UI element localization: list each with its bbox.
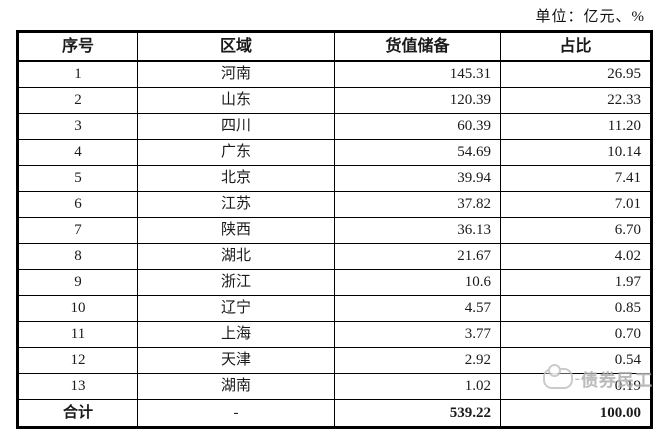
cell-value: 1.02 <box>334 373 501 400</box>
cell-value: 145.31 <box>334 60 501 88</box>
cell-share: 0.54 <box>500 347 652 374</box>
cell-region: 北京 <box>137 165 335 192</box>
cell-region: 湖北 <box>137 243 335 270</box>
cell-share: 1.97 <box>500 269 652 296</box>
cell-no: 2 <box>17 87 138 114</box>
cell-value: 36.13 <box>334 217 501 244</box>
cell-no: 6 <box>17 191 138 218</box>
cell-region: 广东 <box>137 139 335 166</box>
cell-region: 河南 <box>137 60 335 88</box>
cell-value: 120.39 <box>334 87 501 114</box>
table-row: 7 陕西 36.13 6.70 <box>17 217 652 244</box>
cell-no: 4 <box>17 139 138 166</box>
total-label-cell: 合计 <box>17 399 138 428</box>
cell-share: 0.70 <box>500 321 652 348</box>
cell-no: 9 <box>17 269 138 296</box>
cell-share: 7.01 <box>500 191 652 218</box>
cell-region: 四川 <box>137 113 335 140</box>
cell-no: 7 <box>17 217 138 244</box>
table-row: 8 湖北 21.67 4.02 <box>17 243 652 270</box>
table-row: 9 浙江 10.6 1.97 <box>17 269 652 296</box>
cell-no: 11 <box>17 321 138 348</box>
header-no: 序号 <box>17 31 138 62</box>
cell-share: 6.70 <box>500 217 652 244</box>
total-region-cell: - <box>137 399 335 428</box>
total-share-cell: 100.00 <box>500 399 652 428</box>
cell-region: 上海 <box>137 321 335 348</box>
cell-share: 7.41 <box>500 165 652 192</box>
cell-no: 1 <box>17 60 138 88</box>
cell-value: 3.77 <box>334 321 501 348</box>
header-region: 区域 <box>137 31 335 62</box>
cell-share: 0.85 <box>500 295 652 322</box>
cell-share: 26.95 <box>500 60 652 88</box>
cell-no: 3 <box>17 113 138 140</box>
table-row: 5 北京 39.94 7.41 <box>17 165 652 192</box>
cell-share: 10.14 <box>500 139 652 166</box>
table-row: 13 湖南 1.02 0.19 <box>17 373 652 400</box>
cell-value: 37.82 <box>334 191 501 218</box>
cell-share: 11.20 <box>500 113 652 140</box>
table-row: 4 广东 54.69 10.14 <box>17 139 652 166</box>
cell-value: 2.92 <box>334 347 501 374</box>
table-header-row: 序号 区域 货值储备 占比 <box>17 31 652 62</box>
cell-value: 4.57 <box>334 295 501 322</box>
cell-region: 陕西 <box>137 217 335 244</box>
unit-label: 单位：亿元、% <box>535 9 645 25</box>
cell-no: 12 <box>17 347 138 374</box>
cell-no: 5 <box>17 165 138 192</box>
table-total-row: 合计 - 539.22 100.00 <box>17 399 652 428</box>
cell-no: 13 <box>17 373 138 400</box>
cell-region: 湖南 <box>137 373 335 400</box>
table-row: 3 四川 60.39 11.20 <box>17 113 652 140</box>
cell-share: 22.33 <box>500 87 652 114</box>
total-value-cell: 539.22 <box>334 399 501 428</box>
cell-share: 4.02 <box>500 243 652 270</box>
cell-share: 0.19 <box>500 373 652 400</box>
table-row: 1 河南 145.31 26.95 <box>17 60 652 88</box>
cell-value: 39.94 <box>334 165 501 192</box>
table-row: 2 山东 120.39 22.33 <box>17 87 652 114</box>
cell-value: 21.67 <box>334 243 501 270</box>
cell-region: 江苏 <box>137 191 335 218</box>
cell-value: 54.69 <box>334 139 501 166</box>
cell-value: 60.39 <box>334 113 501 140</box>
cell-value: 10.6 <box>334 269 501 296</box>
cell-region: 辽宁 <box>137 295 335 322</box>
cell-no: 10 <box>17 295 138 322</box>
table-row: 6 江苏 37.82 7.01 <box>17 191 652 218</box>
cell-region: 山东 <box>137 87 335 114</box>
header-value: 货值储备 <box>334 31 501 62</box>
table-row: 11 上海 3.77 0.70 <box>17 321 652 348</box>
cell-region: 天津 <box>137 347 335 374</box>
table-row: 12 天津 2.92 0.54 <box>17 347 652 374</box>
header-share: 占比 <box>500 31 652 62</box>
cell-region: 浙江 <box>137 269 335 296</box>
cell-no: 8 <box>17 243 138 270</box>
region-value-table: 序号 区域 货值储备 占比 1 河南 145.31 26.95 2 山东 120.39 22.… <box>16 30 653 429</box>
table-row: 10 辽宁 4.57 0.85 <box>17 295 652 322</box>
